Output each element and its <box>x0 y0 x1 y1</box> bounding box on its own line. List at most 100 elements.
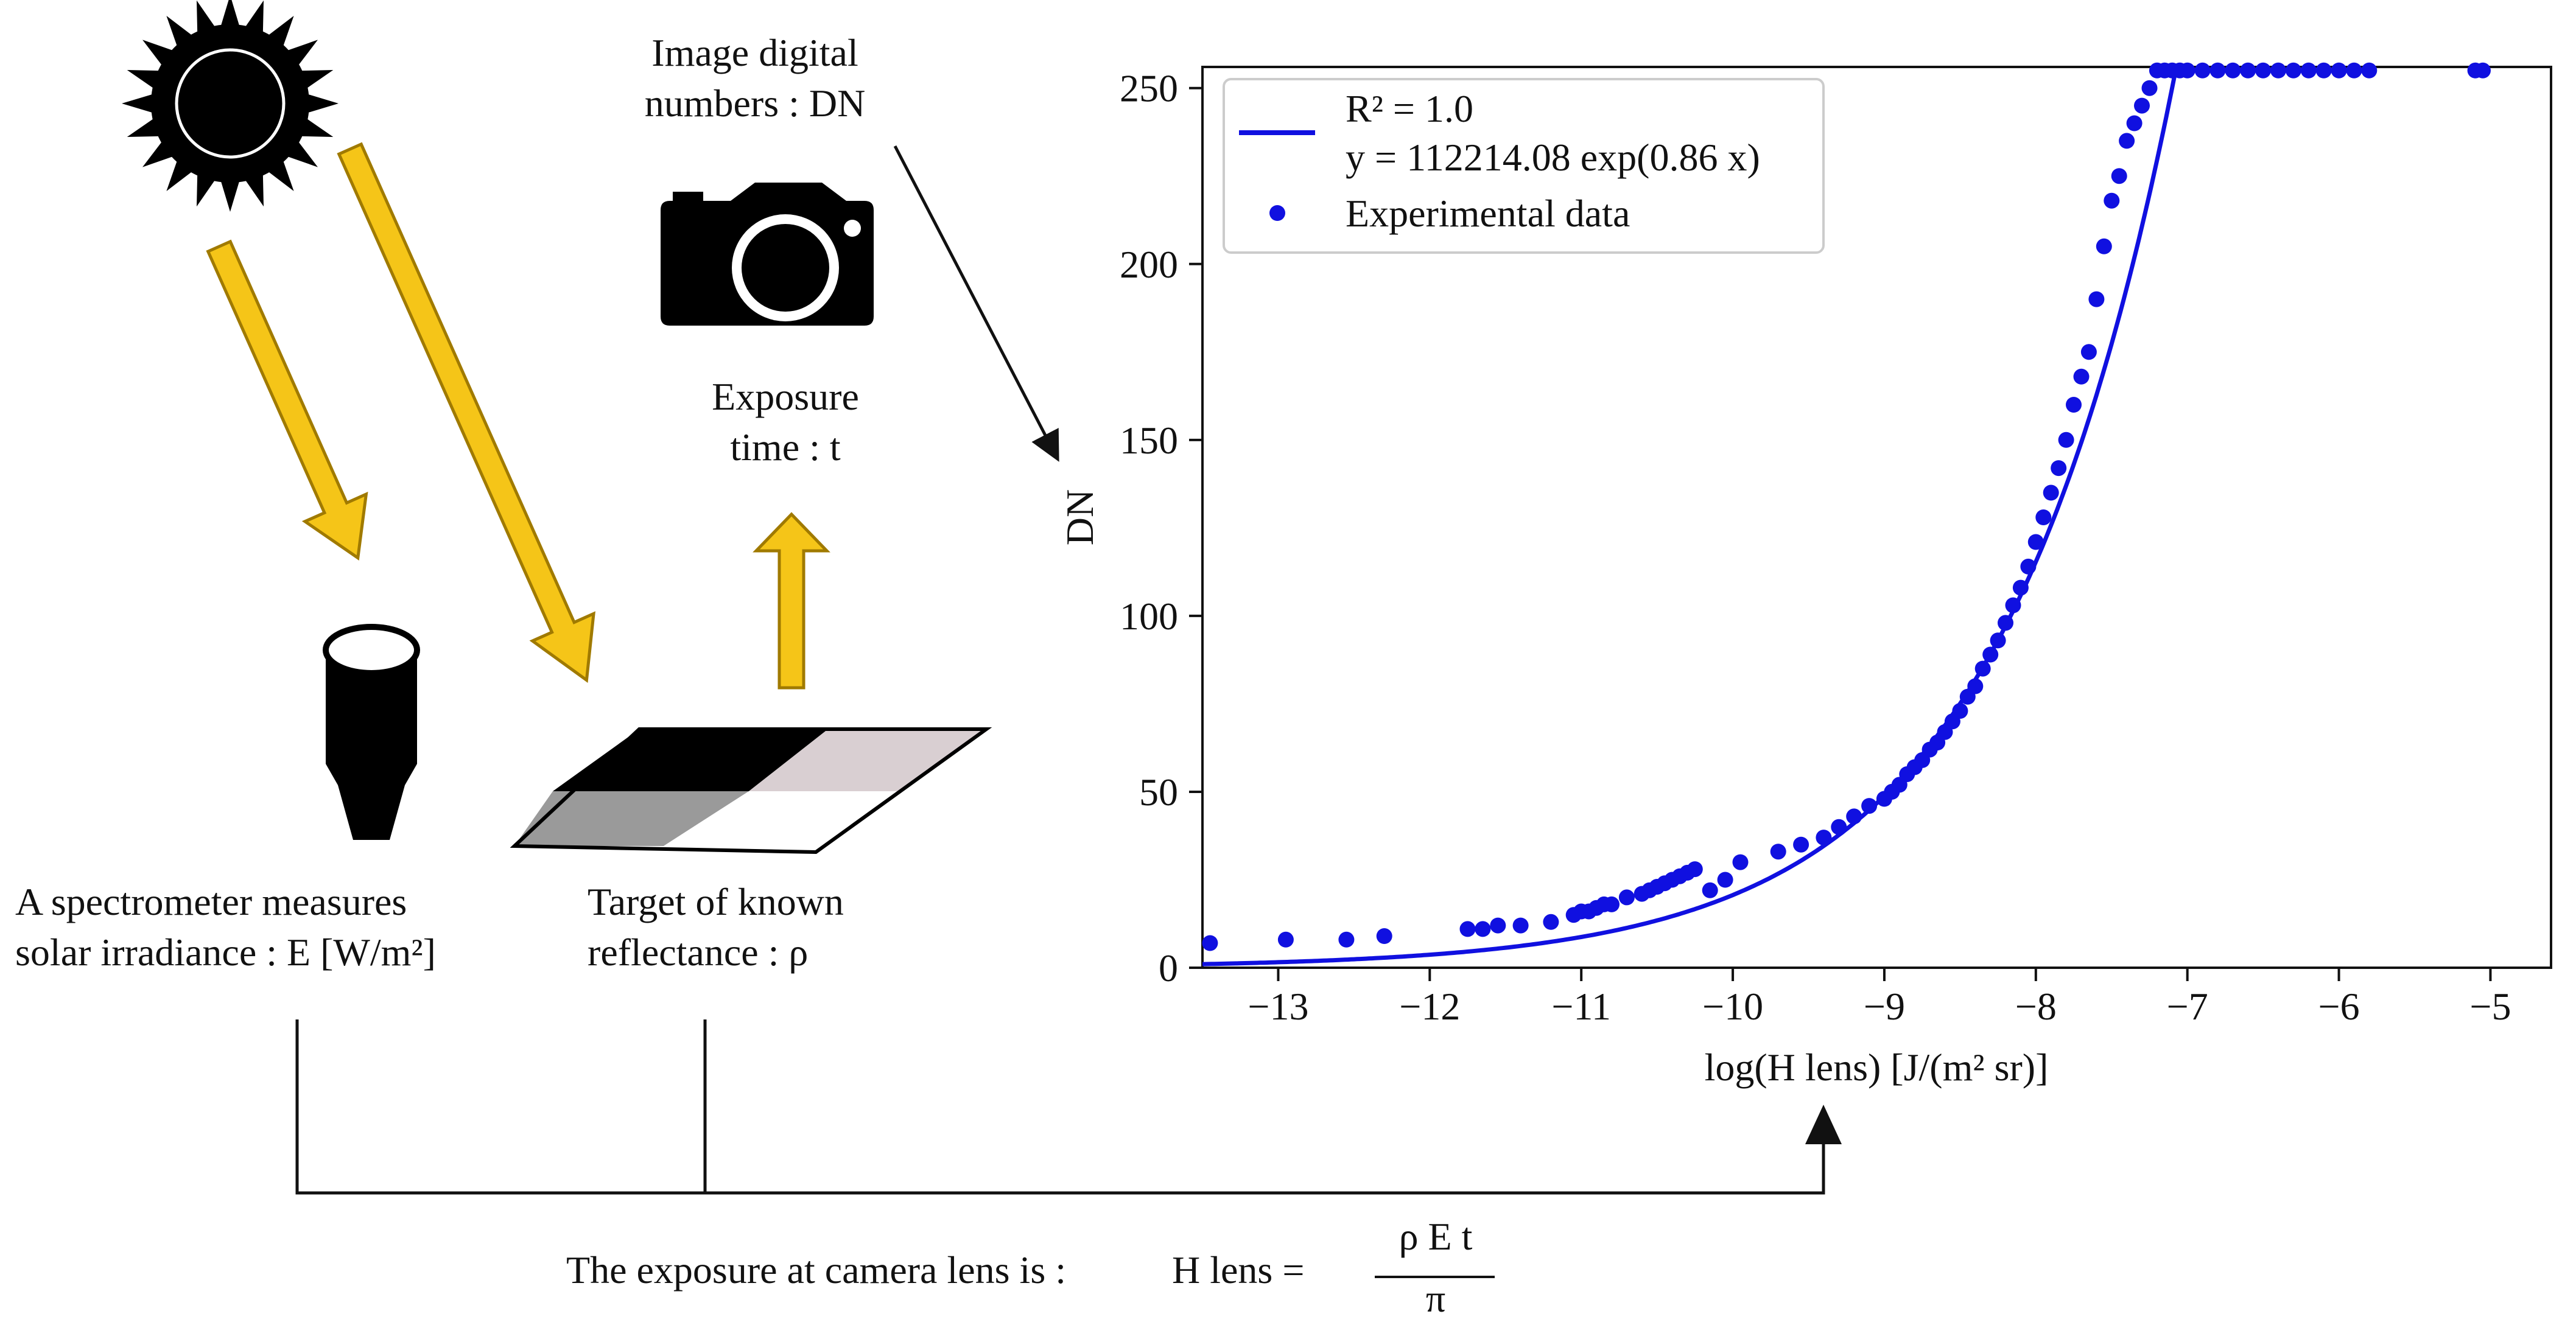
data-point <box>2058 432 2074 448</box>
x-axis-label: log(H lens) [J/(m² sr)] <box>1705 1046 2049 1089</box>
data-point <box>2043 484 2059 501</box>
data-point <box>2285 62 2301 79</box>
data-point <box>2179 62 2195 79</box>
data-point <box>2111 168 2127 184</box>
spectrometer-line1: A spectrometer measures <box>15 880 407 923</box>
x-tick-label: −11 <box>1551 985 1611 1028</box>
data-point <box>1990 632 2006 649</box>
data-point <box>2096 238 2112 254</box>
data-point <box>2126 115 2143 131</box>
data-point <box>2194 62 2211 79</box>
x-tick-label: −12 <box>1399 985 1460 1028</box>
data-point <box>2331 62 2347 79</box>
legend-fit-equation: y = 112214.08 exp(0.86 x) <box>1346 136 1760 179</box>
formula-prefix: The exposure at camera lens is : <box>566 1248 1066 1292</box>
data-point <box>1543 914 1559 930</box>
formula-numerator: ρ E t <box>1399 1215 1473 1258</box>
dn-label: Image digital numbers : DN <box>627 27 883 128</box>
data-point <box>1338 931 1355 948</box>
data-point <box>2255 62 2272 79</box>
dn-pointer-arrow <box>893 145 1059 462</box>
dn-label-line2: numbers : DN <box>644 82 866 125</box>
exposure-time-line2: time : t <box>730 425 841 469</box>
data-point <box>1475 921 1491 937</box>
data-point <box>1376 928 1392 944</box>
legend-data-swatch <box>1269 205 1285 221</box>
x-tick-label: −10 <box>1702 985 1763 1028</box>
data-point <box>2080 344 2097 360</box>
data-point <box>2066 397 2082 413</box>
target-line2: reflectance : ρ <box>588 931 809 974</box>
data-point <box>1982 646 1999 663</box>
x-tick-label: −13 <box>1248 985 1308 1028</box>
data-point <box>1998 615 2013 631</box>
data-point <box>2225 62 2241 79</box>
data-point <box>2134 97 2150 114</box>
data-point <box>2361 62 2378 79</box>
data-point <box>2051 460 2067 477</box>
data-point <box>2005 597 2021 614</box>
data-point <box>2240 62 2256 79</box>
data-point <box>1974 660 1991 677</box>
data-point <box>1967 678 1984 694</box>
dn-vs-exposure-chart: −13 −12 −11 −10 −9 −8 −7 −6 −5 0 50 100 150 200 250 R²… <box>1058 62 2552 1089</box>
y-tick-label: 150 <box>1120 419 1178 462</box>
camera-icon <box>661 183 874 326</box>
data-point <box>2209 62 2226 79</box>
data-point <box>1202 935 1218 951</box>
legend-fit-r2: R² = 1.0 <box>1346 87 1473 130</box>
x-tick-label: −5 <box>2469 985 2511 1028</box>
formula-lhs: H lens = <box>1172 1248 1305 1292</box>
data-point <box>1831 819 1847 835</box>
data-point <box>1952 703 1968 719</box>
data-point <box>2073 368 2090 385</box>
connector-arrowhead <box>1805 1105 1842 1144</box>
legend-data-label: Experimental data <box>1346 192 1630 235</box>
data-point <box>1277 931 1294 948</box>
y-tick-label: 200 <box>1120 243 1178 286</box>
y-tick-label: 50 <box>1139 771 1178 814</box>
data-point <box>1459 921 1476 937</box>
data-point <box>2104 192 2120 209</box>
data-point <box>1512 917 1529 934</box>
x-tick-label: −7 <box>2167 985 2208 1028</box>
data-point <box>1618 889 1635 906</box>
spectrometer-icon <box>323 624 420 840</box>
data-point <box>2270 62 2286 79</box>
spectrometer-line2: solar irradiance : E [W/m²] <box>15 931 436 974</box>
data-point <box>1846 808 1862 825</box>
data-point <box>2315 62 2332 79</box>
sunlight-arrow-target <box>337 142 595 683</box>
data-point <box>2300 62 2317 79</box>
y-axis-label: DN <box>1058 489 1101 545</box>
data-point <box>1793 836 1809 853</box>
data-point <box>2088 291 2105 307</box>
data-point <box>2475 62 2491 79</box>
sun-icon <box>122 0 339 212</box>
spectrometer-label: A spectrometer measures solar irradiance… <box>15 876 436 977</box>
data-point <box>1604 896 1620 912</box>
target-label: Target of known reflectance : ρ <box>588 876 844 977</box>
data-point <box>1816 830 1832 846</box>
data-point <box>1861 798 1878 814</box>
target-line1: Target of known <box>588 880 844 923</box>
data-point <box>2141 80 2158 96</box>
x-tick-label: −8 <box>2015 985 2057 1028</box>
data-point <box>1770 844 1786 860</box>
formula-denominator: π <box>1425 1277 1446 1320</box>
data-point <box>2020 558 2037 575</box>
x-tick-label: −6 <box>2318 985 2360 1028</box>
sunlight-arrow-spectrometer <box>206 239 368 561</box>
reflectance-target-icon <box>510 727 992 855</box>
exposure-connector <box>295 1019 1825 1195</box>
data-point <box>1732 854 1749 870</box>
data-point <box>1686 861 1703 878</box>
reflected-light-arrow <box>753 512 830 690</box>
data-point <box>1490 917 1506 934</box>
chart-legend <box>1223 78 1825 254</box>
dn-label-line1: Image digital <box>651 31 858 74</box>
y-tick-label: 100 <box>1120 595 1178 638</box>
data-point <box>2119 133 2135 149</box>
data-point <box>2027 534 2044 550</box>
